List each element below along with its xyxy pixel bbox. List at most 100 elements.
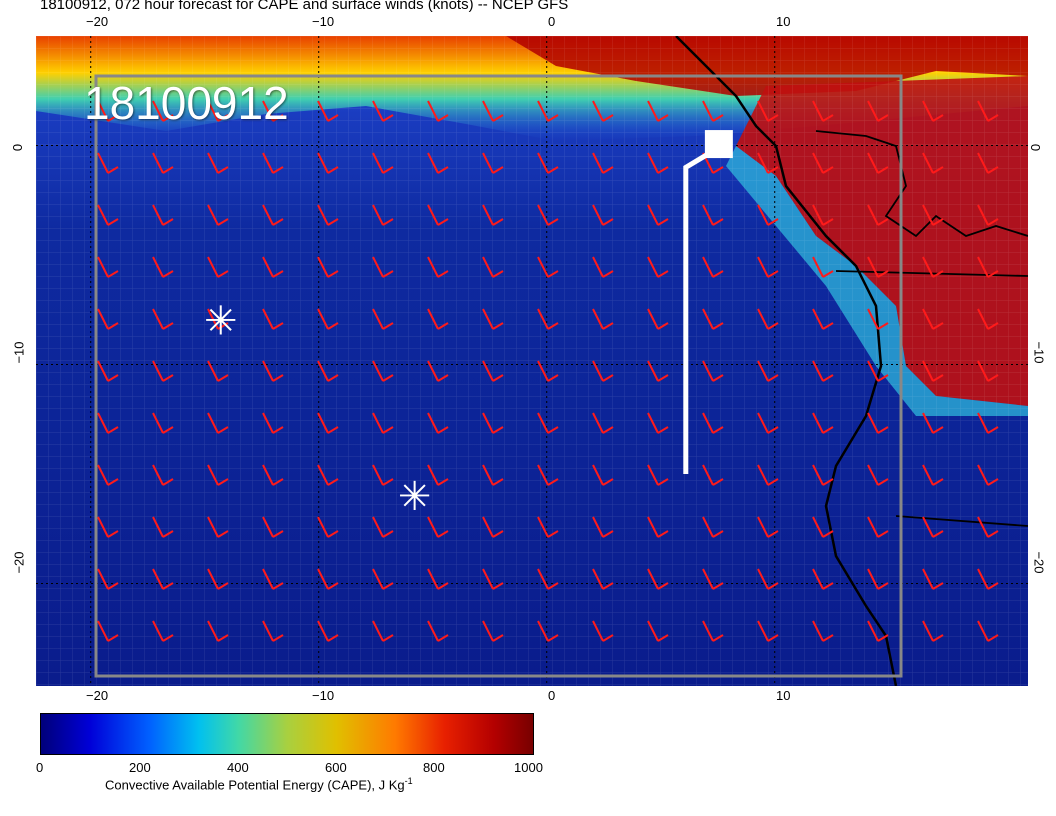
wind-barb [702,412,724,434]
wind-barb [317,568,339,590]
wind-barb [592,516,614,538]
wind-barb [977,568,999,590]
wind-barb [867,464,889,486]
wind-barb [482,412,504,434]
wind-barb [757,360,779,382]
wind-barb [97,516,119,538]
wind-barb [757,204,779,226]
wind-barb [537,100,559,122]
wind-barb [812,100,834,122]
wind-barb [262,204,284,226]
wind-barb [97,568,119,590]
wind-barb [427,100,449,122]
wind-barb [592,360,614,382]
wind-barb [427,516,449,538]
wind-barb [372,100,394,122]
colorbar-tick-400: 400 [227,760,249,775]
wind-barb [97,620,119,642]
wind-barb [317,360,339,382]
wind-barb [372,204,394,226]
wind-barb [317,464,339,486]
wind-barb [207,308,229,330]
wind-barb [647,204,669,226]
wind-barb [207,412,229,434]
wind-barb [152,152,174,174]
colorbar-tick-600: 600 [325,760,347,775]
wind-barb [427,204,449,226]
data-grid-overlay [36,36,1028,686]
wind-barb [537,568,559,590]
wind-barb [537,256,559,278]
wind-barb [97,412,119,434]
wind-barb [372,620,394,642]
wind-barb [757,620,779,642]
wind-barb [812,308,834,330]
wind-barb [592,152,614,174]
left-tick-3: −20 [11,551,27,574]
wind-barb [317,516,339,538]
wind-barb [922,464,944,486]
wind-barb [97,204,119,226]
wind-barb [372,256,394,278]
wind-barb [262,464,284,486]
wind-barb [207,516,229,538]
wind-barb [592,100,614,122]
wind-barb [317,256,339,278]
wind-barb [647,464,669,486]
wind-barb [317,152,339,174]
wind-barb [647,308,669,330]
wind-barb [812,516,834,538]
wind-barb [702,308,724,330]
wind-barb [867,620,889,642]
wind-barb [812,152,834,174]
wind-barb [262,256,284,278]
wind-barb [702,204,724,226]
wind-barb [922,256,944,278]
wind-barb [977,256,999,278]
top-tick-4: 10 [776,14,791,29]
wind-barb [152,100,174,122]
wind-barb [427,360,449,382]
wind-barb [977,464,999,486]
wind-barb [537,204,559,226]
wind-barb [482,204,504,226]
overlay-date: 18100912 [84,77,289,129]
wind-barb [757,152,779,174]
wind-barb [482,464,504,486]
wind-barb [372,308,394,330]
wind-barb [262,412,284,434]
right-tick-1: 0 [1028,143,1044,152]
wind-barb [372,152,394,174]
wind-barb [812,412,834,434]
wind-barb [482,308,504,330]
bottom-tick-2: −10 [312,688,335,703]
wind-barb [97,464,119,486]
wind-barb [922,516,944,538]
map-panel: ✳ ✳ 18100912 [36,36,1028,686]
wind-barb [867,568,889,590]
wind-barb [812,256,834,278]
wind-barb [977,100,999,122]
wind-barb [97,308,119,330]
wind-barb [757,516,779,538]
wind-barb [207,464,229,486]
wind-barb [207,152,229,174]
wind-barb [537,412,559,434]
wind-barb [262,152,284,174]
wind-barb [152,568,174,590]
wind-barb [482,568,504,590]
colorbar-tick-0: 0 [36,760,44,775]
cape-colorbar [40,713,534,755]
markers: ✳✳ [204,299,431,520]
right-tick-2: −10 [1031,341,1047,364]
wind-barb [592,620,614,642]
wind-barb [922,360,944,382]
wind-barb [427,620,449,642]
wind-barb [97,256,119,278]
colorbar-caption: Convective Available Potential Energy (C… [105,776,413,792]
wind-barb [97,360,119,382]
wind-barb [867,516,889,538]
colorbar-tick-1000: 1000 [514,760,543,775]
wind-barb [317,412,339,434]
wind-barb [317,204,339,226]
